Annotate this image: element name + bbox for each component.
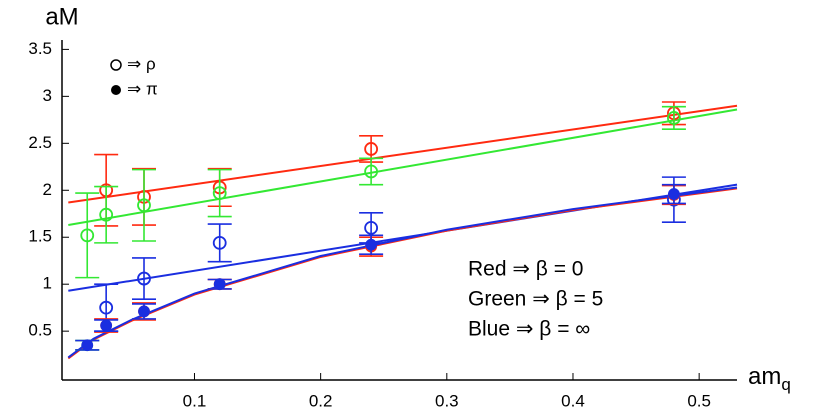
error-bar [132, 168, 157, 242]
error-bar [661, 105, 686, 131]
y-tick-label: 1.5 [28, 227, 52, 246]
x-label-main: am [748, 363, 781, 390]
legend-text: ⇒ ρ [127, 54, 156, 73]
point [138, 305, 150, 318]
point [364, 164, 379, 179]
y-tick-label: 2.5 [28, 133, 52, 152]
note: Red ⇒ β = 0 [468, 258, 583, 281]
fit-line [68, 108, 738, 227]
legend-text: ⇒ π [127, 79, 158, 98]
note: Green ⇒ β = 5 [468, 288, 603, 311]
point [365, 238, 378, 251]
y-tick-label: 1 [43, 274, 52, 293]
point [364, 220, 379, 235]
x-tick-label: 0.4 [561, 391, 585, 410]
point [213, 278, 226, 291]
error-bar [132, 257, 157, 301]
legend-open-marker [110, 59, 122, 71]
x-tick-label: 0.1 [183, 391, 207, 410]
point [364, 142, 379, 156]
fit-line [68, 104, 738, 204]
point [212, 186, 227, 200]
y-axis-label: aM [45, 3, 78, 30]
x-axis-label: amq [748, 363, 791, 394]
legend-filled-marker [111, 85, 121, 95]
point [80, 228, 95, 243]
point [99, 207, 114, 222]
error-bar [207, 223, 232, 263]
y-tick-label: 3.5 [28, 39, 52, 58]
point [81, 339, 94, 352]
y-tick-label: 0.5 [28, 321, 52, 340]
error-bar [207, 168, 232, 218]
fit-line [67, 186, 738, 359]
point [212, 235, 227, 250]
error-bar [75, 192, 100, 279]
y-tick-label: 3 [43, 86, 52, 105]
x-label-sub: q [781, 375, 790, 394]
x-tick-label: 0.2 [309, 391, 333, 410]
point [100, 319, 113, 332]
point [668, 188, 680, 200]
error-bar [359, 157, 384, 186]
x-tick-label: 0.3 [435, 391, 459, 410]
y-tick-label: 2 [43, 180, 52, 199]
point [667, 111, 681, 125]
point [137, 198, 151, 213]
point [99, 300, 114, 315]
x-tick-label: 0.5 [687, 391, 711, 410]
error-bar [94, 185, 119, 244]
point [137, 271, 151, 286]
fit-line [67, 187, 738, 360]
note: Blue ⇒ β = ∞ [468, 318, 590, 341]
